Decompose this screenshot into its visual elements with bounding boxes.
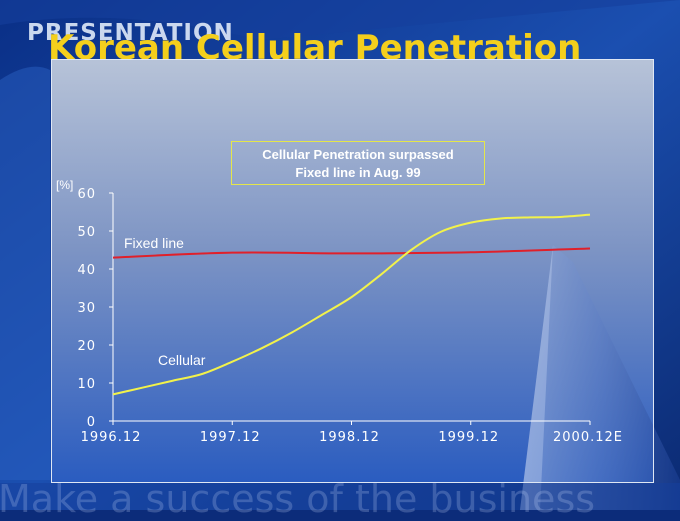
line-chart: 0 10 20 30 40 50 60 1996.12 1997.12 1998.12 1999.1…: [77, 187, 623, 445]
x-tick-label: 1996.12: [81, 430, 142, 445]
callout-line-2: Fixed line in Aug. 99: [295, 165, 421, 180]
y-tick-label: 20: [77, 339, 96, 354]
slide-title: Korean Cellular Penetration: [48, 28, 582, 68]
y-tick-label: 0: [87, 415, 96, 430]
slide-background: [0, 0, 680, 510]
callout-line-1: Cellular Penetration surpassed: [262, 147, 454, 162]
x-tick-label: 1999.12: [438, 430, 499, 445]
y-tick-label: 40: [77, 263, 96, 278]
content-panel: [51, 59, 654, 483]
y-tick-label: 50: [77, 225, 96, 240]
y-tick-label: 10: [77, 377, 96, 392]
series-label-cellular: Cellular: [158, 352, 206, 368]
x-tick-label: 1997.12: [200, 430, 261, 445]
y-axis-unit-label: [%]: [56, 178, 74, 192]
series-label-fixed-line: Fixed line: [124, 235, 184, 251]
series-line-fixed-line: [112, 247, 591, 259]
y-tick-label: 60: [77, 187, 96, 202]
y-tick-label: 30: [77, 301, 96, 316]
x-tick-label: 2000.12E: [553, 430, 623, 445]
series-line-cellular: [112, 213, 591, 396]
annotation-callout: Cellular Penetration surpassed Fixed lin…: [231, 141, 485, 185]
x-tick-label: 1998.12: [319, 430, 380, 445]
header-word: PRESENTATION: [27, 20, 234, 46]
